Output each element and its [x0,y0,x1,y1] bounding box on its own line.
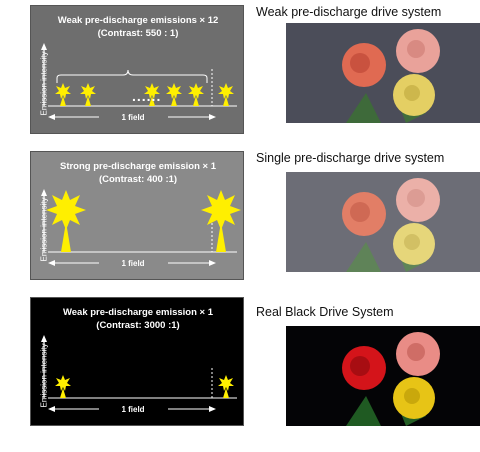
caption-single-pre-discharge: Single pre-discharge drive system [256,151,445,165]
caption-weak-pre-discharge: Weak pre-discharge drive system [256,5,442,19]
peak-burst [80,83,96,106]
x-axis-label: 1 field [121,259,145,268]
x-arrow-left-head [48,260,55,266]
x-arrow-left-head [48,406,55,412]
large-peaks [46,190,241,252]
diagram-2-graphics [41,189,241,266]
ellipsis: ...... [132,88,162,104]
peak-burst [218,375,234,398]
rose-bouquet-image [286,172,480,272]
peak-burst [188,83,204,106]
y-axis-label: Emission intensity [39,197,49,262]
rose-bouquet-image [286,23,480,123]
panel-contrast: (Contrast: 3000 :1) [96,320,180,331]
y-axis-arrowhead [41,43,47,50]
x-arrow-right-head [209,260,216,266]
panel-title: Weak pre-discharge emissions × 12 [57,15,219,26]
x-arrow-left-head [48,114,55,120]
x-arrow-right-head [209,114,216,120]
y-axis-arrowhead [41,189,47,196]
x-arrow-right-head [209,406,216,412]
peak-burst [166,83,182,106]
panel-contrast: (Contrast: 550 : 1) [97,28,179,39]
diagram-3-graphics [41,335,237,412]
small-peaks [55,375,234,398]
peak-burst [144,83,160,106]
panel-contrast: (Contrast: 400 :1) [98,174,178,185]
diagram-strong-pre-discharge: Strong pre-discharge emission × 1 (Contr… [30,151,244,280]
diagram-weak-pre-discharge: Weak pre-discharge emissions × 12 (Contr… [30,5,244,134]
diagram-real-black-drive: Weak pre-discharge emission × 1 (Contras… [30,297,244,426]
x-axis-label: 1 field [121,113,145,122]
group-bracket [56,69,208,83]
y-axis-arrowhead [41,335,47,342]
diagram-1-graphics [41,43,237,120]
peak-burst [55,375,71,398]
x-axis-label: 1 field [121,405,145,414]
peak-burst [201,190,241,252]
y-axis-label: Emission intensity [39,343,49,408]
peak-burst [55,83,71,106]
peak-burst [218,83,234,106]
caption-real-black: Real Black Drive System [256,305,394,319]
y-axis-label: Emission intensity [39,51,49,116]
rose-bouquet-image [286,326,480,426]
panel-title: Strong pre-discharge emission × 1 [59,161,216,172]
panel-title: Weak pre-discharge emission × 1 [62,307,214,318]
peak-burst [46,190,86,252]
small-peaks [55,83,234,106]
